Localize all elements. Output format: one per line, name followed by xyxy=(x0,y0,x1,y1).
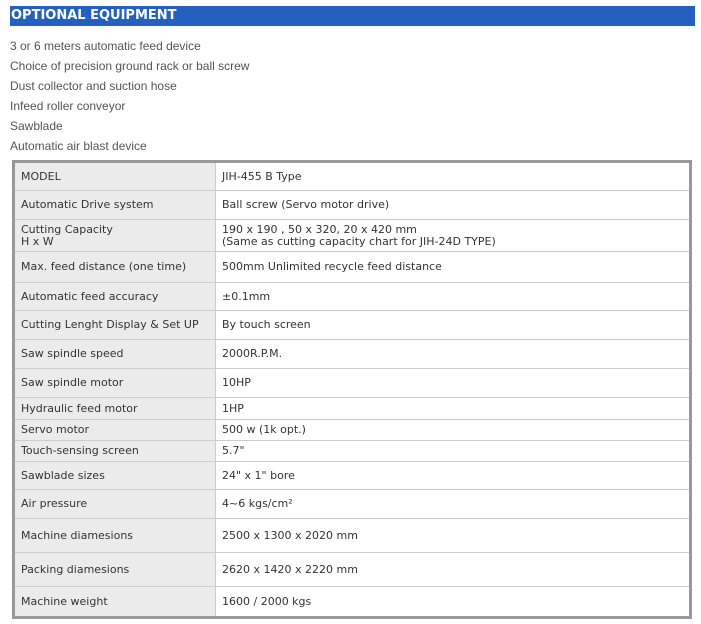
spec-label: Saw spindle motor xyxy=(21,376,124,389)
spec-label: Packing diamesions xyxy=(21,562,130,576)
spec-label: Hydraulic feed motor xyxy=(21,401,138,415)
list-item: Choice of precision ground rack or ball … xyxy=(10,59,250,73)
spec-table-body: MODEL JIH-455 B Type Automatic Drive syste… xyxy=(13,161,691,618)
spec-value: 10HP xyxy=(222,376,251,389)
table-row: Hydraulic feed motor 1HP xyxy=(13,397,691,420)
spec-value: 1600 / 2000 kgs xyxy=(222,594,312,608)
spec-label-cell: Saw spindle motor xyxy=(13,368,216,398)
table-row: Air pressure 4~6 kgs/cm² xyxy=(13,489,691,519)
spec-label: MODEL xyxy=(21,169,61,183)
table-row: Machine diamesions 2500 x 1300 x 2020 mm xyxy=(13,518,691,553)
spec-label: Max. feed distance (one time) xyxy=(21,260,187,273)
spec-value: 190 x 190 , 50 x 320, 20 x 420 mm xyxy=(222,222,417,236)
section-title: OPTIONAL EQUIPMENT xyxy=(11,8,177,23)
list-item: Sawblade xyxy=(10,119,63,133)
optional-equipment-list: 3 or 6 meters automatic feed device Choi… xyxy=(10,36,249,156)
spec-value-cell: Ball screw (Servo motor drive) xyxy=(215,190,691,220)
table-row: Packing diamesions 2620 x 1420 x 2220 mm xyxy=(13,552,691,587)
spec-value: 2500 x 1300 x 2020 mm xyxy=(222,528,358,542)
spec-value: 500 w (1k opt.) xyxy=(222,423,306,436)
spec-value-cell: 2620 x 1420 x 2220 mm xyxy=(215,552,691,587)
spec-value-cell: 500 w (1k opt.) xyxy=(215,419,691,441)
spec-value: 2620 x 1420 x 2220 mm xyxy=(222,562,358,576)
table-row: Machine weight 1600 / 2000 kgs xyxy=(13,586,691,618)
table-row: Sawblade sizes 24" x 1" bore xyxy=(13,461,691,490)
spec-label: Automatic Drive system xyxy=(21,198,154,211)
spec-value-cell: 24" x 1" bore xyxy=(215,461,691,490)
spec-label-line2: H x W xyxy=(21,234,54,248)
section-header: OPTIONAL EQUIPMENT xyxy=(10,6,695,26)
spec-value-cell: 190 x 190 , 50 x 320, 20 x 420 mm (Same a… xyxy=(215,219,691,252)
spec-label-cell: MODEL xyxy=(13,161,216,191)
spec-label-cell: Automatic feed accuracy xyxy=(13,282,216,311)
spec-value: Ball screw (Servo motor drive) xyxy=(222,198,390,211)
spec-label-cell: Cutting Capacity H x W xyxy=(13,219,216,252)
table-row: Saw spindle motor 10HP xyxy=(13,368,691,398)
spec-value-cell: 5.7" xyxy=(215,440,691,462)
spec-value-cell: ±0.1mm xyxy=(215,282,691,311)
spec-value: 500mm Unlimited recycle feed distance xyxy=(222,260,442,273)
table-row: Cutting Lenght Display & Set UP By touch … xyxy=(13,310,691,340)
spec-value-cell: 1600 / 2000 kgs xyxy=(215,586,691,618)
table-row: Saw spindle speed 2000R.P.M. xyxy=(13,339,691,369)
spec-label: Servo motor xyxy=(21,423,90,436)
spec-value-cell: 2500 x 1300 x 2020 mm xyxy=(215,518,691,553)
spec-value: ±0.1mm xyxy=(222,289,271,303)
list-item: Dust collector and suction hose xyxy=(10,79,177,93)
spec-value-cell: 4~6 kgs/cm² xyxy=(215,489,691,519)
table-row: Touch-sensing screen 5.7" xyxy=(13,440,691,462)
spec-value-cell: 2000R.P.M. xyxy=(215,339,691,369)
spec-value-cell: 500mm Unlimited recycle feed distance xyxy=(215,251,691,283)
spec-value-line2: (Same as cutting capacity chart for JIH-… xyxy=(222,234,496,248)
list-item: 3 or 6 meters automatic feed device xyxy=(10,39,201,53)
spec-label-cell: Touch-sensing screen xyxy=(13,440,216,462)
spec-label-cell: Servo motor xyxy=(13,419,216,441)
spec-label-cell: Saw spindle speed xyxy=(13,339,216,369)
spec-label: Machine weight xyxy=(21,594,108,608)
spec-value: 2000R.P.M. xyxy=(222,347,283,360)
spec-value: JIH-455 B Type xyxy=(222,169,302,183)
list-item: Infeed roller conveyor xyxy=(10,99,126,113)
spec-value: By touch screen xyxy=(222,318,311,331)
spec-label-cell: Machine diamesions xyxy=(13,518,216,553)
spec-value-cell: 10HP xyxy=(215,368,691,398)
spec-table: MODEL JIH-455 B Type Automatic Drive syste… xyxy=(12,160,692,619)
spec-label-cell: Cutting Lenght Display & Set UP xyxy=(13,310,216,340)
table-row: Automatic Drive system Ball screw (Servo … xyxy=(13,190,691,220)
spec-label-cell: Sawblade sizes xyxy=(13,461,216,490)
spec-label-cell: Air pressure xyxy=(13,489,216,519)
table-row: Servo motor 500 w (1k opt.) xyxy=(13,419,691,441)
spec-label: Air pressure xyxy=(21,497,88,510)
spec-value-cell: JIH-455 B Type xyxy=(215,161,691,191)
spec-value-cell: By touch screen xyxy=(215,310,691,340)
spec-value: 4~6 kgs/cm² xyxy=(222,497,293,510)
spec-label-cell: Machine weight xyxy=(13,586,216,618)
spec-label: Cutting Lenght Display & Set UP xyxy=(21,318,199,331)
spec-value: 24" x 1" bore xyxy=(222,468,295,482)
spec-value-cell: 1HP xyxy=(215,397,691,420)
table-row: MODEL JIH-455 B Type xyxy=(13,161,691,191)
table-row: Max. feed distance (one time) 500mm Unlim… xyxy=(13,251,691,283)
spec-label: Automatic feed accuracy xyxy=(21,289,159,303)
spec-label: Cutting Capacity xyxy=(21,222,113,236)
spec-label: Saw spindle speed xyxy=(21,347,124,360)
list-item: Automatic air blast device xyxy=(10,139,147,153)
spec-label-cell: Packing diamesions xyxy=(13,552,216,587)
spec-value: 5.7" xyxy=(222,444,245,457)
spec-label: Touch-sensing screen xyxy=(21,444,139,457)
spec-label: Machine diamesions xyxy=(21,528,134,542)
spec-value: 1HP xyxy=(222,401,244,415)
spec-label-cell: Hydraulic feed motor xyxy=(13,397,216,420)
spec-label-cell: Automatic Drive system xyxy=(13,190,216,220)
spec-label: Sawblade sizes xyxy=(21,468,105,482)
table-row: Cutting Capacity H x W 190 x 190 , 50 x 32… xyxy=(13,219,691,252)
table-row: Automatic feed accuracy ±0.1mm xyxy=(13,282,691,311)
spec-label-cell: Max. feed distance (one time) xyxy=(13,251,216,283)
